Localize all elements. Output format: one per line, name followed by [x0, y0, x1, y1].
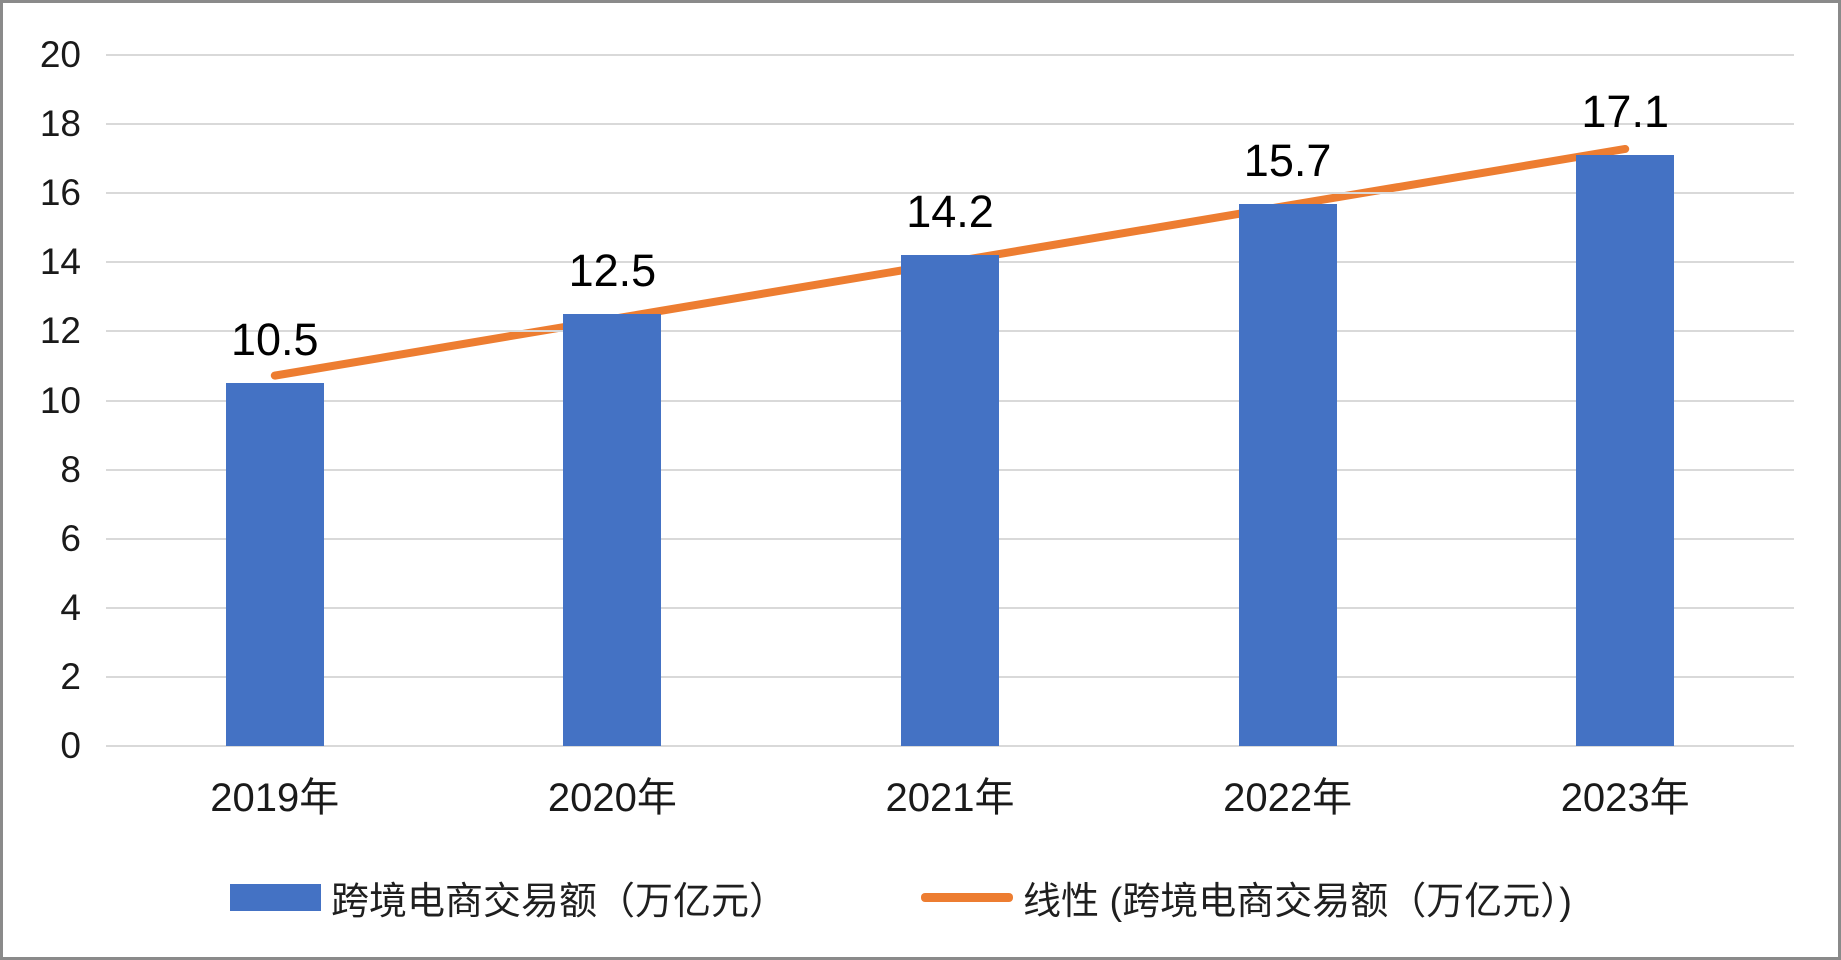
y-axis-tick-2: 2	[60, 655, 81, 697]
trendline-swatch-icon	[921, 892, 1013, 902]
legend-item-bar-series: 跨境电商交易额（万亿元）	[230, 871, 787, 923]
x-axis-label-2022年: 2022年	[1223, 776, 1353, 820]
value-label-2022年: 15.7	[1243, 134, 1332, 186]
x-axis-label-2020年: 2020年	[547, 776, 677, 820]
bar-2022年	[1238, 203, 1337, 746]
y-axis-tick-14: 14	[39, 241, 81, 283]
y-axis-tick-8: 8	[60, 448, 81, 490]
gridline-0	[106, 745, 1794, 747]
gridline-18	[106, 123, 1794, 126]
bar-2023年	[1576, 155, 1675, 746]
y-axis-tick-10: 10	[39, 379, 81, 421]
bar-2021年	[901, 255, 999, 746]
bar-2019年	[225, 383, 324, 746]
plot-area: 0 2 4 6 8 10 12 14 16 18 20 10.5 2019年 12.5 2020年 14.2 2…	[3, 3, 1838, 957]
x-axis-label-2021年: 2021年	[885, 776, 1015, 820]
gridline-16	[106, 192, 1794, 195]
legend-label-trendline: 线性 (跨境电商交易额（万亿元）)	[1023, 880, 1572, 923]
legend-item-trendline: 线性 (跨境电商交易额（万亿元）)	[921, 871, 1572, 923]
y-axis-tick-4: 4	[60, 586, 81, 628]
gridline-20	[106, 54, 1794, 56]
y-axis-tick-0: 0	[60, 725, 81, 766]
x-axis-label-2023年: 2023年	[1560, 776, 1690, 820]
bar-2020年	[563, 314, 662, 746]
y-axis-tick-18: 18	[39, 103, 81, 145]
value-label-2019年: 10.5	[231, 314, 319, 366]
y-axis-tick-16: 16	[39, 172, 81, 214]
y-axis-tick-6: 6	[60, 517, 81, 559]
legend-label-bar-series: 跨境电商交易额（万亿元）	[331, 880, 788, 923]
bar-series-swatch-icon	[230, 883, 321, 911]
value-label-2023年: 17.1	[1581, 86, 1669, 138]
y-axis-tick-20: 20	[39, 34, 81, 75]
y-axis-tick-12: 12	[39, 310, 81, 352]
x-axis-label-2019年: 2019年	[210, 776, 340, 820]
value-label-2021年: 14.2	[906, 186, 994, 238]
value-label-2020年: 12.5	[568, 245, 657, 297]
